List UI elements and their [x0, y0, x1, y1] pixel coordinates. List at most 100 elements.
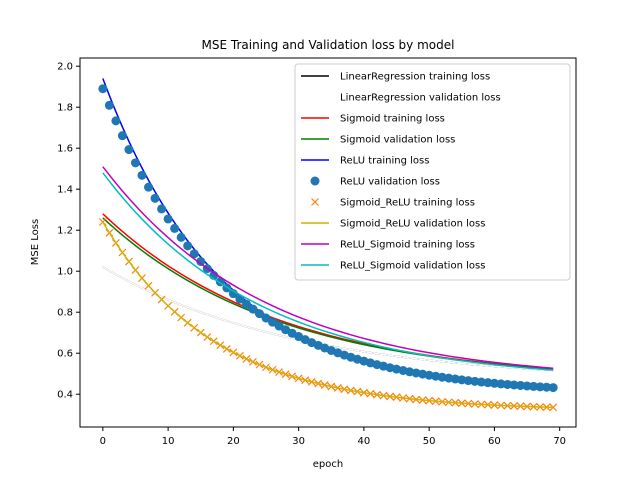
data-point [457, 375, 467, 385]
data-point [157, 204, 167, 214]
y-tick-label: 1.2 [57, 226, 73, 237]
data-point [163, 214, 173, 224]
legend-label: ReLU validation loss [340, 177, 440, 188]
data-point [130, 158, 140, 168]
data-point [248, 304, 258, 314]
legend-box [294, 63, 571, 281]
data-point [144, 182, 154, 192]
data-point [502, 379, 512, 389]
legend-entry: LinearRegression validation loss [301, 93, 501, 104]
y-axis-label: MSE Loss [30, 219, 41, 265]
x-tick-label: 10 [162, 436, 175, 447]
series-line [102, 266, 554, 372]
x-tick-label: 20 [227, 436, 240, 447]
x-axis-label: epoch [313, 459, 343, 470]
data-point [483, 378, 493, 388]
y-axis-ticks: 0.4 0.6 0.8 1.0 1.2 1.4 1.6 1.8 2.0 [57, 62, 80, 401]
series-layer [98, 78, 558, 412]
data-point [137, 170, 147, 180]
data-point [196, 256, 206, 266]
data-point [470, 376, 480, 386]
chart-title: MSE Training and Validation loss by mode… [202, 38, 455, 52]
data-point [241, 299, 251, 309]
x-tick-label: 0 [100, 436, 106, 447]
legend-entry: Sigmoid validation loss [301, 135, 455, 146]
legend-label: Sigmoid_ReLU training loss [340, 198, 475, 209]
y-tick-label: 1.0 [57, 267, 73, 278]
data-point [235, 294, 245, 304]
y-tick-label: 0.6 [57, 349, 73, 360]
data-point [170, 223, 180, 233]
legend-entry: ReLU_Sigmoid validation loss [301, 261, 485, 272]
y-tick-label: 1.8 [57, 103, 73, 114]
data-point [117, 131, 127, 141]
legend-label: ReLU training loss [340, 156, 429, 167]
y-tick-label: 2.0 [57, 62, 73, 73]
plot-frame [79, 57, 577, 428]
legend-label: LinearRegression training loss [340, 72, 490, 83]
data-point [509, 380, 519, 390]
x-axis-ticks: 0 10 20 30 40 50 60 70 [100, 427, 566, 447]
legend-swatch [311, 198, 319, 206]
data-point [189, 249, 199, 259]
series-relu-sigmoid-validation-loss [102, 172, 554, 371]
legend-label: LinearRegression validation loss [340, 93, 501, 104]
series-linearregression-training-loss [102, 266, 554, 372]
data-point [450, 374, 460, 384]
legend-entry: ReLU_Sigmoid training loss [301, 240, 475, 251]
y-tick-label: 1.4 [57, 185, 73, 196]
legend-label: ReLU_Sigmoid training loss [340, 240, 475, 251]
series-line [102, 166, 554, 370]
x-tick-label: 40 [358, 436, 371, 447]
series-relu-sigmoid-training-loss [102, 166, 554, 370]
legend-entry: ReLU validation loss [310, 176, 440, 188]
legend-label: Sigmoid training loss [340, 114, 445, 125]
series-relu-validation-loss [98, 84, 558, 393]
data-point [111, 116, 121, 126]
data-point [516, 380, 526, 390]
legend-entry: ReLU training loss [301, 156, 429, 167]
data-point [261, 313, 271, 323]
y-tick-label: 1.6 [57, 144, 73, 155]
legend-swatch [310, 176, 320, 186]
y-tick-label: 0.4 [57, 390, 73, 401]
legend-label: Sigmoid validation loss [340, 135, 455, 146]
x-tick-label: 30 [292, 436, 305, 447]
legend-entry: Sigmoid_ReLU training loss [311, 198, 475, 209]
series-line [102, 221, 554, 409]
data-point [124, 145, 134, 155]
data-point [489, 378, 499, 388]
data-point [496, 379, 506, 389]
series-sigmoid-relu-validation-loss [102, 221, 554, 409]
legend: LinearRegression training loss LinearRegr… [294, 63, 571, 281]
data-point [522, 381, 532, 391]
x-tick-label: 60 [488, 436, 501, 447]
y-tick-label: 0.8 [57, 308, 73, 319]
legend-label: Sigmoid_ReLU validation loss [340, 219, 485, 230]
data-point [529, 381, 539, 391]
data-point [98, 84, 108, 94]
series-line [102, 172, 554, 371]
data-point [463, 376, 473, 386]
legend-label: ReLU_Sigmoid validation loss [340, 261, 485, 272]
data-point [268, 317, 278, 327]
data-point [542, 382, 552, 392]
data-point [535, 382, 545, 392]
data-point [274, 321, 284, 331]
series-linearregression-validation-loss [102, 266, 554, 372]
data-point [548, 383, 558, 393]
data-point [150, 193, 160, 203]
legend-entry: Sigmoid training loss [301, 114, 445, 125]
data-point [183, 241, 193, 251]
x-tick-label: 70 [553, 436, 566, 447]
legend-entry: LinearRegression training loss [301, 72, 490, 83]
x-tick-label: 50 [423, 436, 436, 447]
series-line [102, 266, 554, 372]
data-point [254, 309, 264, 319]
data-point [176, 232, 186, 242]
data-point [104, 100, 114, 110]
data-point [228, 289, 238, 299]
legend-entry: Sigmoid_ReLU validation loss [301, 219, 485, 230]
data-point [476, 377, 486, 387]
